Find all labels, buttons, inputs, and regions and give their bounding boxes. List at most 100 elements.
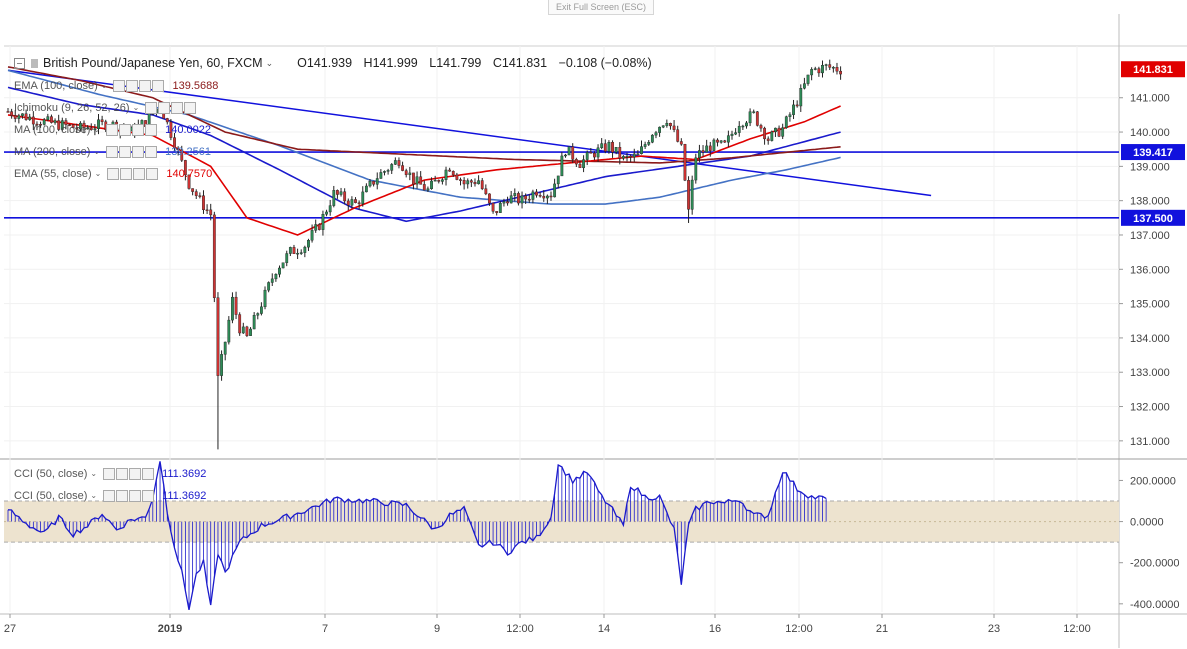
cci-tick-label: 200.0000	[1130, 475, 1176, 487]
y-tick-label: 135.000	[1130, 299, 1170, 311]
axes: 141.000 140.000 139.000 138.000 137.000 136.0…	[4, 93, 1180, 635]
candle-body	[299, 252, 303, 254]
candle-body	[437, 179, 441, 182]
candle-body	[64, 120, 68, 125]
candle-body	[582, 159, 585, 169]
chevron-down-icon[interactable]: ⌄	[94, 169, 102, 178]
indicator-row: MA (200, close) ⌄ 139.2561	[14, 144, 211, 159]
indicator-controls	[107, 167, 159, 180]
close-icon[interactable]	[145, 123, 158, 136]
collapse-icon[interactable]	[14, 57, 25, 69]
candle-body	[784, 116, 788, 128]
more-icon[interactable]	[133, 167, 146, 180]
close-icon[interactable]	[145, 145, 158, 158]
candle-body	[524, 195, 528, 200]
gear-icon[interactable]	[158, 101, 171, 114]
y-tick-label: 141.000	[1130, 93, 1170, 105]
candle-body	[538, 195, 542, 197]
close-icon[interactable]	[142, 467, 155, 480]
candle-body	[375, 178, 379, 185]
gear-icon[interactable]	[120, 167, 133, 180]
chevron-down-icon[interactable]: ⌄	[90, 469, 98, 478]
gear-icon[interactable]	[116, 489, 129, 502]
more-icon[interactable]	[171, 101, 184, 114]
price-tag-label: 139.417	[1133, 147, 1173, 159]
close-icon[interactable]	[152, 79, 165, 92]
candle-body	[560, 155, 564, 177]
candle-body	[238, 314, 242, 334]
candle-body	[632, 153, 636, 158]
candle-body	[21, 113, 24, 116]
y-tick-label: 134.000	[1130, 333, 1170, 345]
indicator-label[interactable]: MA (200, close)	[14, 145, 91, 158]
indicator-label[interactable]: MA (100, close)	[14, 123, 91, 136]
close-icon[interactable]	[146, 167, 159, 180]
chevron-down-icon[interactable]: ⌄	[132, 103, 140, 112]
eye-icon[interactable]	[103, 467, 116, 480]
candle-body	[71, 124, 75, 129]
indicator-label[interactable]: Ichimoku (9, 26, 52, 26)	[14, 101, 130, 114]
candle-body	[325, 211, 328, 215]
eye-icon[interactable]	[145, 101, 158, 114]
candle-body	[278, 267, 281, 275]
indicator-label[interactable]: CCI (50, close)	[14, 467, 88, 480]
indicator-label[interactable]: EMA (55, close)	[14, 167, 92, 180]
oscillator-row: CCI (50, close) ⌄ 111.3692	[14, 488, 206, 503]
indicator-controls	[145, 101, 197, 114]
candle-body	[336, 190, 339, 195]
indicator-label[interactable]: CCI (50, close)	[14, 489, 88, 502]
candle-body	[93, 128, 97, 131]
candle-body	[173, 137, 176, 149]
candle-body	[241, 326, 245, 334]
eye-icon[interactable]	[107, 167, 120, 180]
chevron-down-icon[interactable]: ⌄	[93, 125, 101, 134]
candle-body	[100, 119, 104, 122]
price-tag-box	[1121, 209, 1185, 226]
gear-icon[interactable]	[119, 123, 132, 136]
candle-body	[477, 180, 480, 185]
candle-body	[723, 140, 727, 143]
candle-body	[488, 193, 491, 204]
more-icon[interactable]	[132, 123, 145, 136]
candle-body	[596, 147, 600, 158]
x-tick-label: 27	[4, 623, 16, 635]
candle-body	[202, 195, 205, 211]
candle-body	[734, 132, 738, 135]
candle-body	[545, 195, 549, 199]
close-icon[interactable]	[184, 101, 197, 114]
chevron-down-icon[interactable]: ⌄	[90, 491, 98, 500]
indicator-label[interactable]: EMA (100, close)	[14, 79, 98, 92]
candle-body	[274, 274, 278, 280]
close-icon[interactable]	[142, 489, 155, 502]
eye-icon[interactable]	[106, 145, 119, 158]
x-tick-label: 23	[988, 623, 1000, 635]
candle-body	[513, 193, 517, 196]
eye-icon[interactable]	[113, 79, 126, 92]
more-icon[interactable]	[132, 145, 145, 158]
chevron-down-icon[interactable]: ⌄	[93, 147, 101, 156]
more-icon[interactable]	[129, 489, 142, 502]
candle-body	[205, 209, 209, 212]
candle-body	[404, 170, 408, 175]
candle-body	[82, 122, 86, 129]
candle-body	[799, 88, 803, 107]
candle-body	[712, 139, 716, 151]
candle-body	[741, 125, 745, 128]
gear-icon[interactable]	[126, 79, 139, 92]
candle-body	[502, 201, 506, 204]
more-icon[interactable]	[139, 79, 152, 92]
eye-icon[interactable]	[106, 123, 119, 136]
cci-tick-label: -200.0000	[1130, 558, 1180, 570]
candle-body	[78, 122, 82, 130]
chevron-down-icon[interactable]: ⌄	[265, 57, 274, 68]
gear-icon[interactable]	[119, 145, 132, 158]
high-value: H141.999	[363, 56, 418, 70]
eye-icon[interactable]	[103, 489, 116, 502]
candle-body	[676, 129, 680, 142]
exit-fullscreen-button[interactable]: Exit Full Screen (ESC)	[548, 0, 654, 15]
gear-icon[interactable]	[116, 467, 129, 480]
chevron-down-icon[interactable]: ⌄	[100, 81, 108, 90]
more-icon[interactable]	[129, 467, 142, 480]
symbol-name[interactable]: British Pound/Japanese Yen, 60, FXCM	[43, 56, 263, 70]
candle-body	[53, 120, 57, 123]
